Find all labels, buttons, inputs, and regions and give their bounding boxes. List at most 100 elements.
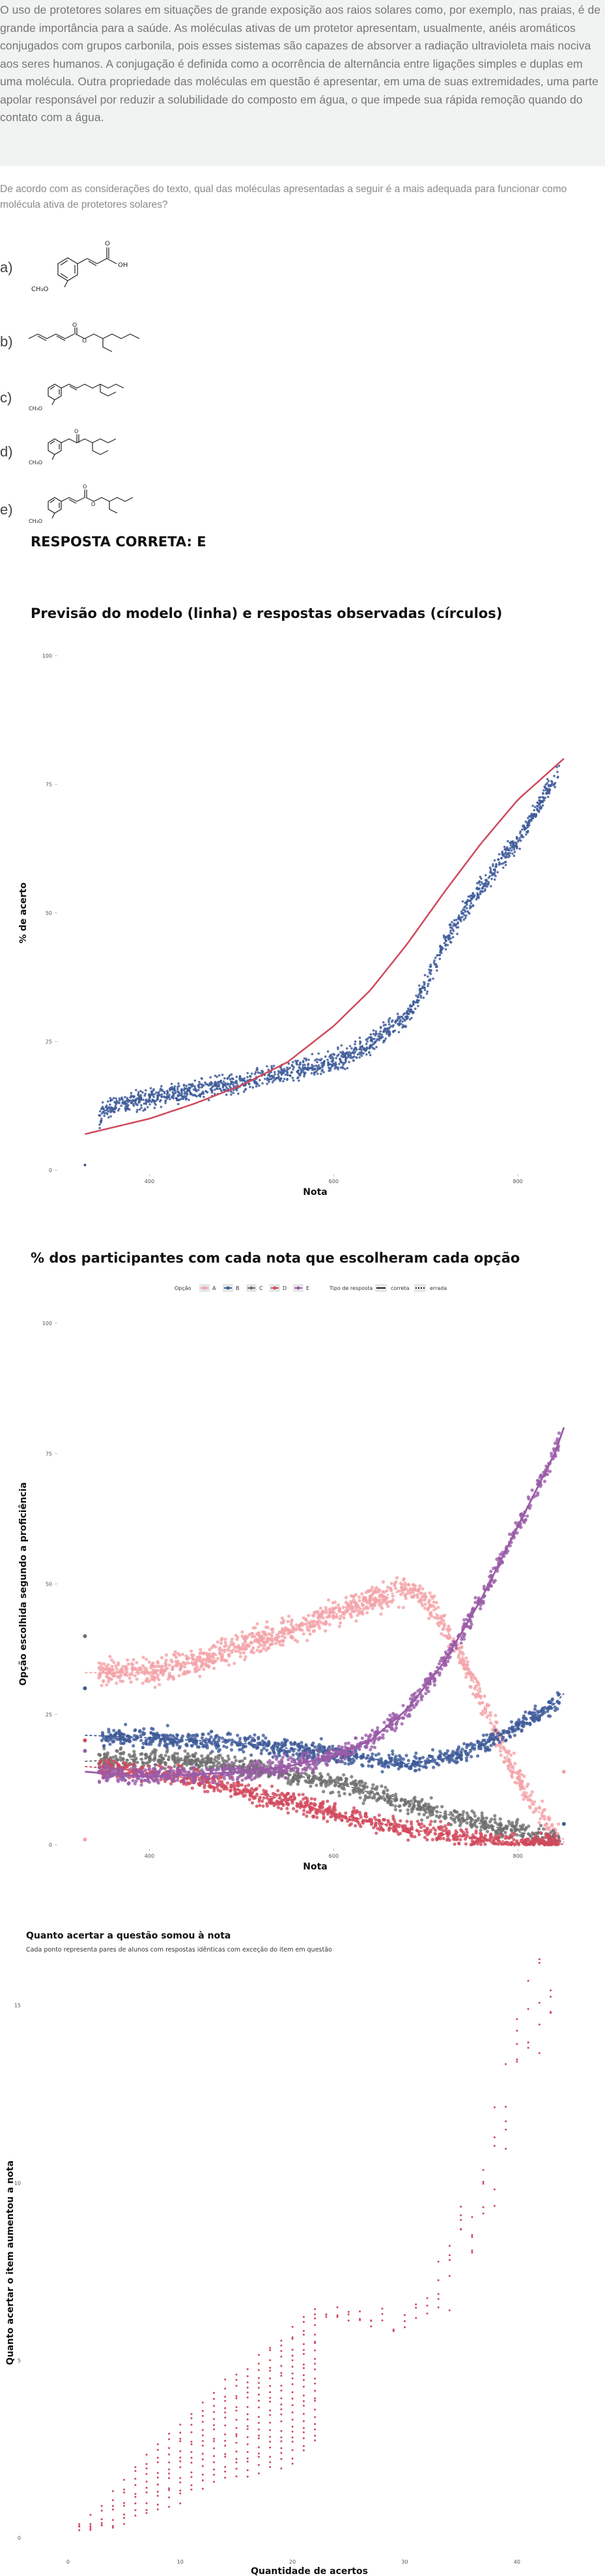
chart1-observed-point — [415, 999, 419, 1001]
chart1-observed-point — [255, 1071, 257, 1074]
chart2-point-a — [334, 1606, 338, 1610]
chart1-observed-point — [175, 1099, 178, 1102]
chart1-observed-point — [479, 875, 482, 878]
chart1-observed-point — [463, 906, 466, 909]
option-c-letter[interactable]: c) — [0, 389, 12, 406]
chart2-point-a — [280, 1616, 284, 1620]
chart1-observed-point — [313, 1073, 316, 1076]
chart1-observed-point — [100, 1117, 103, 1120]
chart1-observed-point — [339, 1057, 341, 1060]
chart2-point-a — [345, 1610, 348, 1614]
chart2-point-c — [337, 1794, 341, 1798]
chart2-point-a — [186, 1661, 190, 1665]
chart1-observed-point — [316, 1065, 319, 1069]
chart2-point-a — [478, 1689, 482, 1694]
chart1-observed-point — [279, 1078, 282, 1082]
chart1-observed-point — [289, 1074, 292, 1078]
option-b-letter[interactable]: b) — [0, 333, 13, 350]
chart2-xtick-label: 600 — [329, 1853, 339, 1859]
chart2-point-b — [142, 1732, 146, 1737]
chart1-observed-point — [358, 1036, 361, 1039]
chart1-observed-point — [145, 1089, 147, 1092]
chart2-point-d — [107, 1757, 111, 1761]
chart1-observed-point — [157, 1091, 160, 1094]
chart1-observed-point — [282, 1080, 285, 1083]
chart2-point-a — [531, 1802, 535, 1806]
chart2-point-c — [440, 1804, 444, 1809]
chart2-point-b — [175, 1741, 178, 1744]
chart1-observed-point — [374, 1034, 377, 1037]
chart1-observed-point — [498, 863, 501, 866]
chart2-point-a — [427, 1616, 431, 1620]
chart1-observed-point — [313, 1068, 317, 1071]
chart1-observed-point — [423, 973, 427, 977]
chart2-point-b — [132, 1744, 135, 1748]
chart1-observed-point — [461, 912, 464, 915]
chart1-observed-point — [494, 869, 496, 872]
chart2-point-a — [199, 1647, 203, 1652]
chart2-point-c — [167, 1755, 171, 1759]
chart1-ytick-label: 0 — [49, 1168, 52, 1173]
chart2-point-d — [445, 1838, 449, 1842]
chart2-point-a — [381, 1580, 386, 1584]
chart1-observed-point — [513, 846, 516, 849]
option-d-letter[interactable]: d) — [0, 443, 13, 460]
chart2-point-d — [499, 1833, 503, 1837]
chart1-observed-point — [313, 1065, 315, 1068]
chart1-observed-point — [412, 1003, 415, 1006]
chart1-observed-point — [127, 1104, 130, 1106]
chart2-point-c — [384, 1785, 387, 1789]
chart1-observed-point — [429, 963, 432, 966]
chart2-point-a — [141, 1655, 145, 1659]
chart2-point-a — [333, 1600, 337, 1604]
chart1-observed-point — [422, 996, 425, 999]
chart1-observed-point — [287, 1062, 290, 1065]
chart2-point-c — [163, 1754, 167, 1757]
chart1-observed-point — [151, 1093, 154, 1097]
chart1-observed-point — [383, 1039, 386, 1042]
chart2-point-a — [223, 1637, 227, 1641]
chart1-observed-point — [490, 885, 492, 888]
chart2-point-a — [342, 1616, 346, 1620]
chart2-point-d — [313, 1797, 317, 1801]
chart2-point-c — [333, 1784, 337, 1787]
chart2-point-a — [251, 1646, 255, 1650]
chart1-observed-point — [225, 1086, 228, 1089]
option-a-letter[interactable]: a) — [0, 259, 13, 275]
chart1-observed-point — [155, 1091, 158, 1094]
chart2-point-c — [153, 1754, 157, 1757]
chart1-observed-point — [454, 924, 457, 927]
chart1-observed-point — [371, 1040, 374, 1043]
chart2-point-a — [223, 1640, 227, 1644]
chart1-observed-point — [388, 1026, 391, 1029]
chart2-point-b — [186, 1733, 190, 1737]
option-e-letter[interactable]: e) — [0, 501, 13, 518]
chart1-observed-point — [511, 846, 514, 849]
chart1-observed-point — [318, 1058, 320, 1061]
chart2-point-b — [243, 1736, 247, 1740]
chart1-observed-point — [266, 1076, 269, 1080]
chart2-point-c — [503, 1830, 507, 1834]
chart1-observed-point — [405, 1018, 408, 1020]
chart2-point-a — [149, 1674, 153, 1678]
chart1-observed-point — [201, 1077, 203, 1080]
chart1-observed-point — [410, 1016, 413, 1020]
chart2-point-b — [124, 1722, 128, 1726]
chart2-point-b — [556, 1693, 561, 1697]
chart2-point-a — [305, 1638, 309, 1642]
chart2-point-b — [494, 1728, 498, 1732]
chart2-point-a — [281, 1640, 285, 1644]
chart1-observed-point — [497, 858, 499, 861]
chart1-observed-point — [118, 1108, 120, 1110]
chart2-point-b — [236, 1733, 240, 1737]
chart1-observed-point — [107, 1116, 110, 1119]
chart1-observed-point — [344, 1067, 346, 1071]
chart2-point-d — [503, 1836, 507, 1840]
chart1-observed-point — [100, 1107, 103, 1110]
option-d-group-2: O — [74, 428, 78, 434]
chart2-point-d — [190, 1786, 194, 1790]
chart1-observed-point — [229, 1086, 232, 1089]
chart1-observed-point — [272, 1065, 275, 1067]
chart1-observed-point — [419, 994, 423, 997]
chart1-observed-point — [434, 962, 438, 966]
